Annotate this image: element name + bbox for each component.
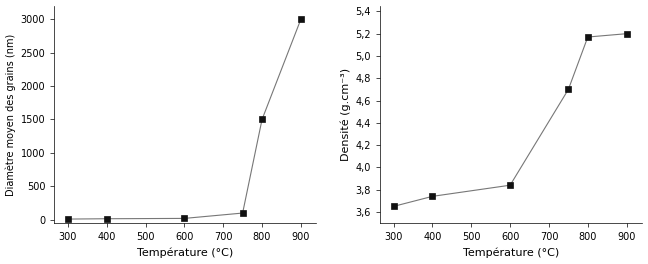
Y-axis label: Diamètre moyen des grains (nm): Diamètre moyen des grains (nm) xyxy=(6,33,16,196)
X-axis label: Température (°C): Température (°C) xyxy=(463,248,559,258)
Y-axis label: Densité (g.cm⁻³): Densité (g.cm⁻³) xyxy=(341,68,351,161)
X-axis label: Température (°C): Température (°C) xyxy=(137,248,233,258)
